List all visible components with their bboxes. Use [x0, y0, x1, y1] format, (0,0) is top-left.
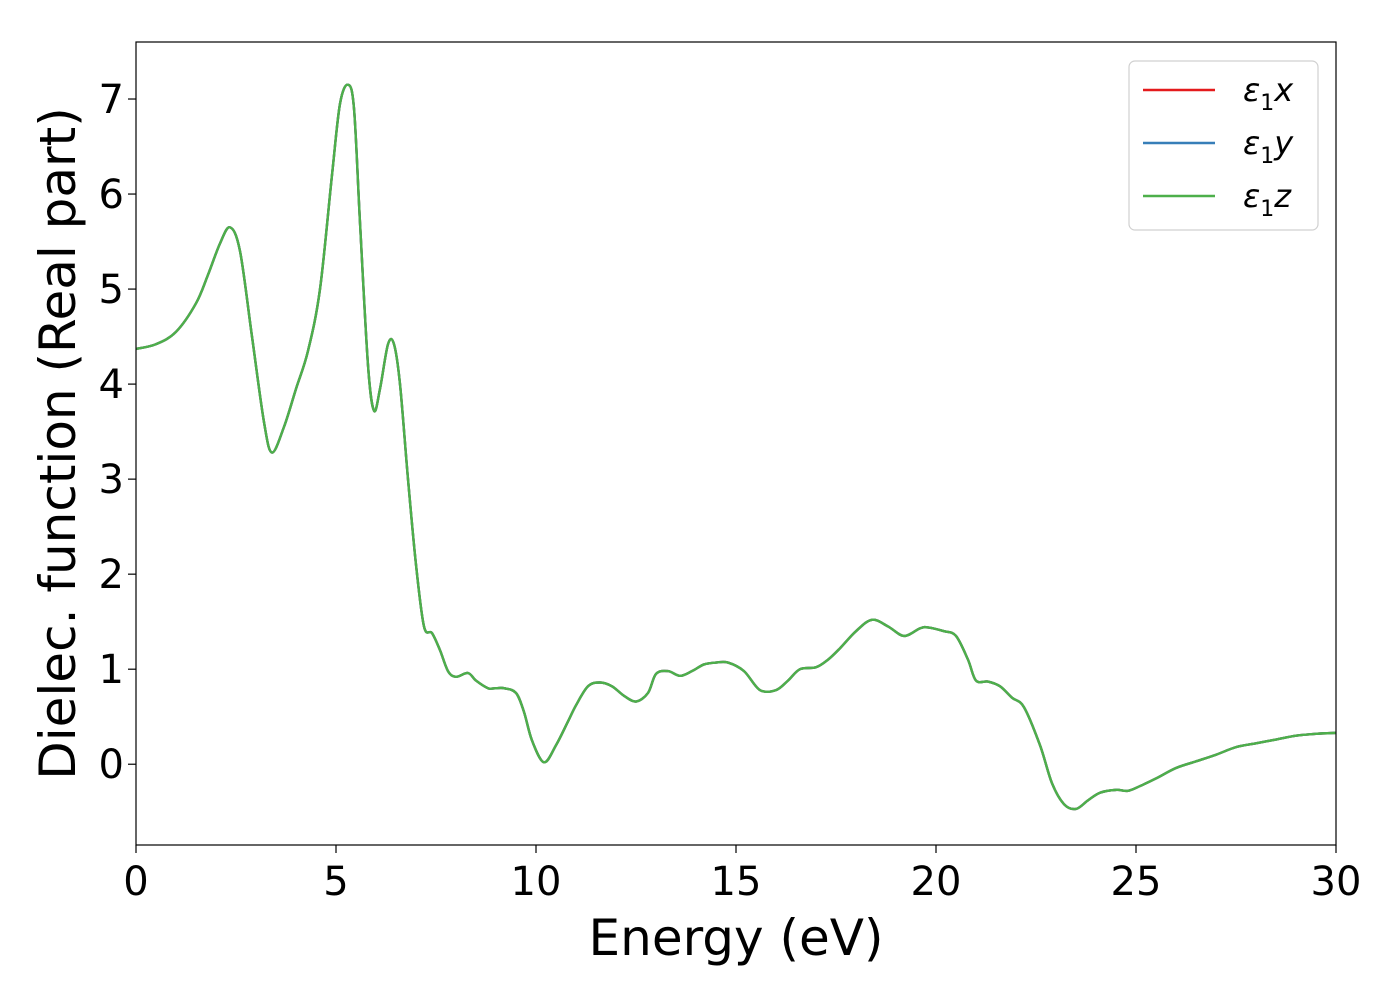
y-tick-label: 6	[99, 172, 124, 218]
legend-symbol: ε	[1243, 124, 1260, 162]
y-axis-title: Dielec. function (Real part)	[29, 107, 87, 779]
y-tick-label: 5	[99, 267, 124, 313]
plot-lines	[136, 83, 1336, 811]
x-tick-label: 0	[123, 859, 148, 905]
y-tick-label: 7	[99, 77, 124, 123]
legend-subscript: 1	[1260, 144, 1274, 169]
y-tick-label: 1	[99, 647, 124, 693]
legend-symbol: ε	[1243, 71, 1260, 109]
x-axis-ticks: 0 5 10 15 20 25 30	[123, 845, 1361, 905]
legend-label-y: ε1y	[1243, 124, 1294, 169]
legend-axis-letter: x	[1273, 71, 1294, 109]
legend-axis-letter: z	[1273, 177, 1292, 215]
legend-axis-letter: y	[1273, 124, 1294, 162]
legend-box	[1128, 60, 1319, 231]
x-tick-label: 25	[1111, 859, 1162, 905]
series-line-z	[136, 83, 1336, 811]
x-tick-label: 5	[323, 859, 348, 905]
legend-label-z: ε1z	[1243, 177, 1292, 222]
y-axis-ticks: 0 1 2 3 4 5 6 7	[99, 77, 136, 788]
x-tick-label: 30	[1311, 859, 1362, 905]
x-tick-label: 20	[911, 859, 962, 905]
y-tick-label: 3	[99, 457, 124, 503]
y-tick-label: 0	[99, 742, 124, 788]
y-tick-label: 4	[99, 362, 124, 408]
x-tick-label: 10	[511, 859, 562, 905]
legend-label-x: ε1x	[1243, 71, 1294, 116]
x-axis-title: Energy (eV)	[589, 909, 884, 967]
legend-subscript: 1	[1260, 91, 1274, 116]
y-tick-label: 2	[99, 552, 124, 598]
x-tick-label: 15	[711, 859, 762, 905]
legend-symbol: ε	[1243, 177, 1260, 215]
legend-subscript: 1	[1260, 197, 1274, 222]
